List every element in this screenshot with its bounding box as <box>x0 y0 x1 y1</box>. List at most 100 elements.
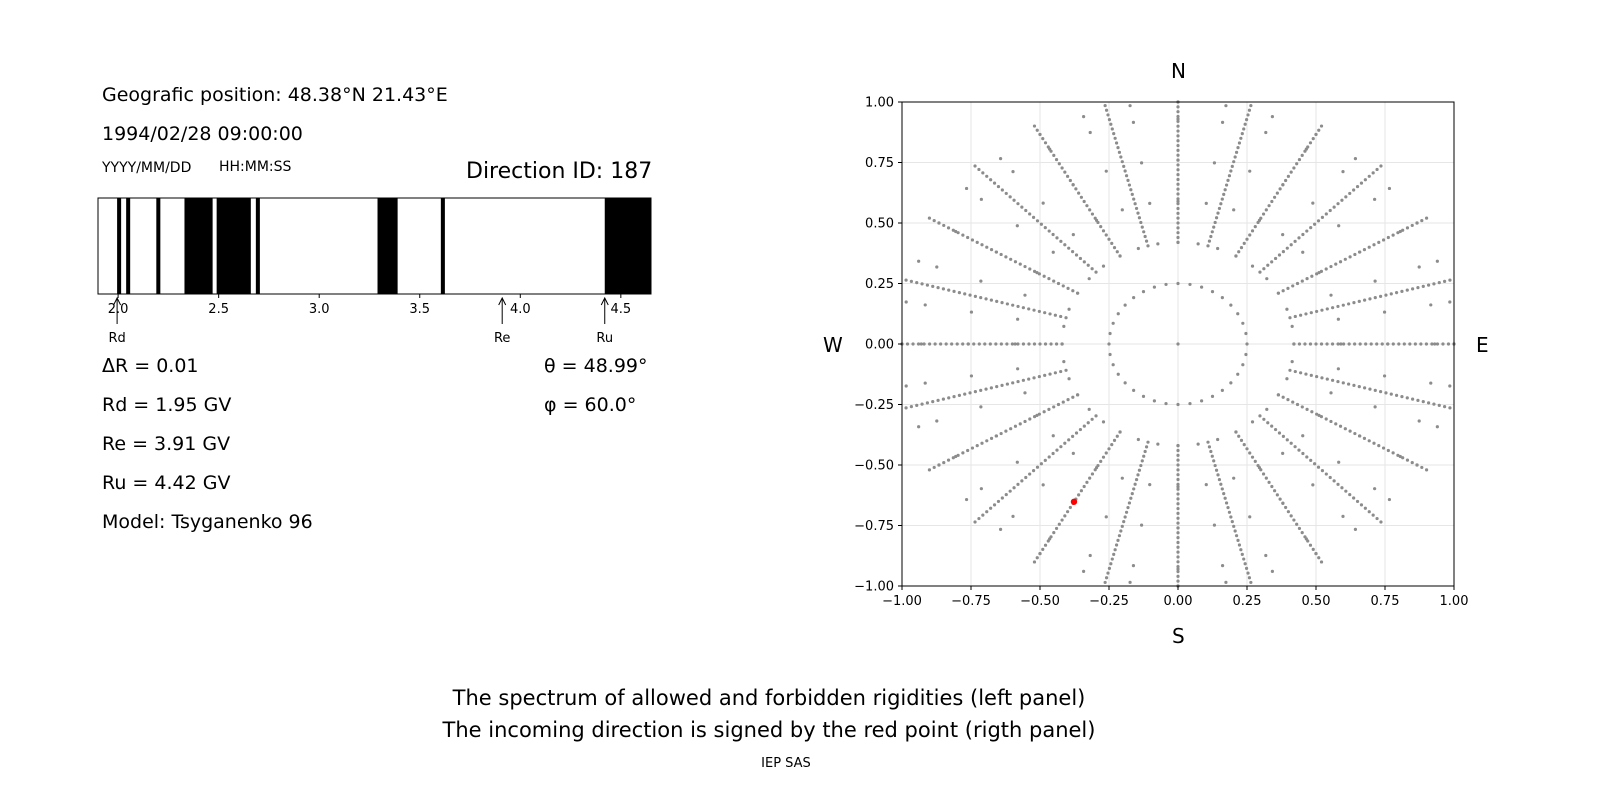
grid-point <box>1079 195 1083 199</box>
grid-point <box>1176 531 1180 535</box>
grid-point <box>1009 427 1013 431</box>
grid-point <box>1369 342 1373 346</box>
grid-point <box>1401 228 1405 232</box>
grid-point <box>1035 219 1040 223</box>
grid-point <box>1401 456 1405 460</box>
grid-point <box>1424 342 1428 346</box>
grid-point <box>1032 415 1037 419</box>
grid-point <box>1088 476 1092 480</box>
grid-point <box>1426 401 1431 405</box>
grid-point <box>1264 130 1268 135</box>
grid-point <box>1300 531 1304 535</box>
grid-point <box>1233 529 1237 533</box>
grid-point <box>1122 164 1126 168</box>
grid-point <box>1082 424 1086 428</box>
grid-point <box>1054 157 1059 162</box>
grid-point <box>994 342 998 346</box>
grid-point <box>1384 391 1388 395</box>
grid-point <box>1250 229 1255 233</box>
grid-point <box>1363 178 1367 182</box>
grid-point <box>1059 314 1063 319</box>
grid-point <box>1176 192 1180 196</box>
grid-point <box>985 245 989 249</box>
grid-point <box>1355 499 1360 504</box>
grid-point <box>1048 312 1052 316</box>
grid-point <box>1176 477 1180 482</box>
grid-point <box>1379 164 1383 168</box>
grid-point <box>1325 377 1329 381</box>
grid-point <box>985 439 989 443</box>
grid-point <box>1136 246 1140 251</box>
grid-point <box>1130 492 1134 496</box>
grid-point <box>911 342 915 346</box>
grid-point <box>1066 286 1070 290</box>
grid-point <box>1242 127 1246 131</box>
grid-point <box>1132 388 1136 392</box>
grid-point <box>1299 371 1303 375</box>
grid-point <box>1246 113 1250 117</box>
grid-point <box>1116 146 1120 150</box>
grid-point <box>1411 287 1415 291</box>
grid-point <box>1086 263 1090 267</box>
grid-point <box>952 289 956 293</box>
grid-point <box>1340 486 1344 490</box>
grid-point <box>1016 482 1020 486</box>
grid-point <box>1176 526 1180 530</box>
grid-point <box>1285 246 1289 250</box>
grid-point <box>1275 493 1279 497</box>
grid-point <box>1176 231 1180 235</box>
grid-point <box>1039 222 1043 226</box>
grid-point <box>1176 163 1180 167</box>
grid-point <box>1338 424 1343 428</box>
grid-point <box>981 171 985 175</box>
grid-point <box>936 398 940 402</box>
grid-point <box>1212 459 1216 463</box>
grid-point <box>1446 342 1451 346</box>
grid-point <box>1266 263 1270 267</box>
grid-point <box>1041 201 1045 205</box>
grid-point <box>1319 342 1324 346</box>
grid-point <box>975 444 979 448</box>
grid-point <box>1004 492 1008 497</box>
grid-point <box>1256 220 1260 225</box>
grid-point <box>1016 202 1020 206</box>
grid-point <box>1416 286 1420 290</box>
grid-point <box>1285 438 1289 442</box>
grid-point <box>1008 489 1012 493</box>
grid-point <box>1108 352 1112 357</box>
grid-point <box>1143 234 1147 239</box>
grid-point <box>1348 492 1352 497</box>
grid-point <box>1308 342 1313 346</box>
grid-point <box>1352 383 1356 387</box>
grid-point <box>1381 238 1386 242</box>
grid-point <box>1273 256 1278 261</box>
grid-point <box>966 448 970 453</box>
grid-point <box>1068 505 1072 510</box>
grid-point <box>1442 279 1447 283</box>
grid-point <box>1353 252 1357 257</box>
grid-point <box>1122 520 1126 524</box>
grid-point <box>1016 379 1020 384</box>
south-label: S <box>1172 624 1185 648</box>
grid-point <box>1049 342 1053 346</box>
grid-point <box>955 342 959 346</box>
grid-point <box>1341 169 1345 174</box>
grid-point <box>1213 463 1217 468</box>
grid-point <box>1334 262 1338 266</box>
grid-point <box>1281 434 1285 439</box>
grid-point <box>1035 128 1039 132</box>
grid-point <box>1324 212 1328 216</box>
grid-point <box>1410 223 1414 228</box>
grid-point <box>979 487 983 491</box>
grid-point <box>1424 468 1429 472</box>
grid-point <box>1088 130 1092 135</box>
grid-point <box>1042 410 1046 414</box>
grid-point <box>1214 468 1219 472</box>
grid-point <box>1137 468 1142 472</box>
grid-point <box>1281 451 1285 455</box>
grid-point <box>1028 212 1032 216</box>
x-tick-label: −0.75 <box>951 594 991 609</box>
grid-point <box>1037 309 1041 314</box>
grid-point <box>1047 407 1051 411</box>
grid-point <box>1220 487 1224 491</box>
